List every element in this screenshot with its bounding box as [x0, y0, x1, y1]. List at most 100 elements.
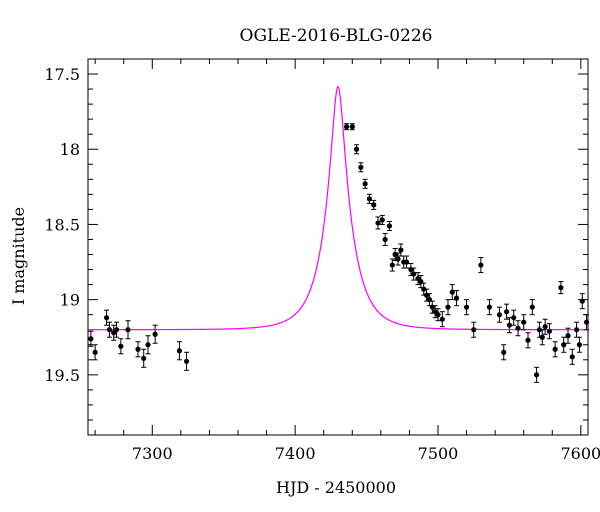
- point-marker: [382, 236, 388, 243]
- point-marker: [371, 202, 377, 208]
- axis-ticks: [88, 58, 588, 436]
- data-point: [176, 341, 183, 361]
- point-marker: [515, 325, 521, 331]
- point-marker: [435, 312, 441, 318]
- point-marker: [183, 358, 190, 364]
- point-marker: [561, 342, 567, 348]
- chart-title: OGLE-2016-BLG-0226: [240, 26, 433, 46]
- point-marker: [511, 315, 517, 321]
- point-marker: [525, 337, 531, 343]
- point-marker: [576, 342, 583, 348]
- point-marker: [395, 256, 401, 262]
- point-marker: [403, 259, 410, 265]
- point-marker: [453, 295, 460, 301]
- y-tick-label: 18: [60, 140, 80, 159]
- data-point: [542, 318, 548, 335]
- point-marker: [546, 328, 553, 334]
- point-marker: [536, 327, 543, 333]
- data-point: [529, 299, 535, 316]
- y-tick-label: 18.5: [44, 215, 80, 234]
- data-point: [496, 306, 503, 323]
- data-point: [118, 338, 124, 355]
- data-point: [576, 336, 583, 353]
- point-marker: [565, 333, 571, 339]
- data-point: [145, 335, 151, 355]
- data-point: [358, 162, 364, 173]
- data-point: [583, 314, 590, 331]
- point-marker: [176, 348, 183, 354]
- point-marker: [521, 319, 527, 325]
- point-marker: [411, 271, 417, 277]
- data-point: [371, 199, 377, 210]
- data-point: [125, 320, 131, 340]
- data-point: [382, 232, 388, 246]
- data-point: [343, 123, 350, 131]
- point-marker: [398, 247, 404, 253]
- point-marker: [92, 349, 98, 355]
- data-point: [525, 332, 531, 349]
- y-tick-labels: 17.5 18 18.5 19 19.5: [44, 65, 80, 385]
- point-marker: [135, 346, 141, 352]
- point-marker: [118, 343, 124, 349]
- data-point: [435, 308, 441, 322]
- data-points: [88, 123, 590, 383]
- point-marker: [573, 327, 580, 333]
- y-tick-label: 19.5: [44, 366, 80, 385]
- point-marker: [506, 322, 513, 328]
- point-marker: [343, 124, 350, 130]
- point-marker: [579, 298, 585, 304]
- data-point: [561, 336, 567, 353]
- y-tick-label: 19: [60, 291, 80, 310]
- point-marker: [486, 304, 493, 310]
- y-tick-label: 17.5: [44, 65, 80, 84]
- data-point: [533, 366, 540, 383]
- x-tick-labels: 7300 7400 7500 7600: [132, 444, 600, 463]
- point-marker: [552, 346, 558, 352]
- point-marker: [103, 315, 110, 321]
- point-marker: [386, 223, 393, 229]
- point-marker: [503, 309, 510, 315]
- x-tick-label: 7600: [560, 444, 600, 463]
- data-point: [92, 344, 98, 361]
- point-marker: [569, 354, 575, 360]
- point-marker: [463, 304, 470, 310]
- data-point: [395, 252, 401, 266]
- point-marker: [362, 181, 368, 187]
- data-point: [573, 321, 580, 338]
- data-point: [113, 321, 120, 338]
- x-tick-label: 7500: [418, 444, 459, 463]
- data-point: [386, 220, 393, 231]
- data-point: [539, 329, 545, 346]
- data-point: [415, 272, 421, 286]
- data-point: [141, 348, 147, 368]
- data-point: [558, 281, 564, 295]
- point-marker: [439, 316, 445, 322]
- data-point: [366, 193, 373, 204]
- data-point: [445, 299, 451, 316]
- data-point: [463, 299, 470, 316]
- data-point: [449, 284, 455, 301]
- point-marker: [366, 196, 373, 202]
- data-point: [183, 351, 190, 371]
- data-point: [579, 293, 585, 310]
- data-point: [569, 348, 575, 365]
- data-point: [439, 311, 445, 328]
- data-point: [88, 330, 94, 347]
- point-marker: [145, 342, 151, 348]
- x-tick-label: 7300: [132, 444, 173, 463]
- data-point: [375, 216, 381, 230]
- point-marker: [478, 262, 484, 268]
- point-marker: [421, 286, 427, 292]
- point-marker: [529, 304, 535, 310]
- point-marker: [125, 327, 131, 333]
- point-marker: [583, 319, 590, 325]
- data-point: [471, 321, 477, 338]
- data-point: [389, 258, 395, 272]
- data-point: [349, 123, 355, 131]
- point-marker: [375, 220, 381, 226]
- data-point: [152, 324, 158, 344]
- data-point: [503, 303, 510, 320]
- model-curve: [88, 85, 588, 331]
- point-marker: [106, 327, 113, 333]
